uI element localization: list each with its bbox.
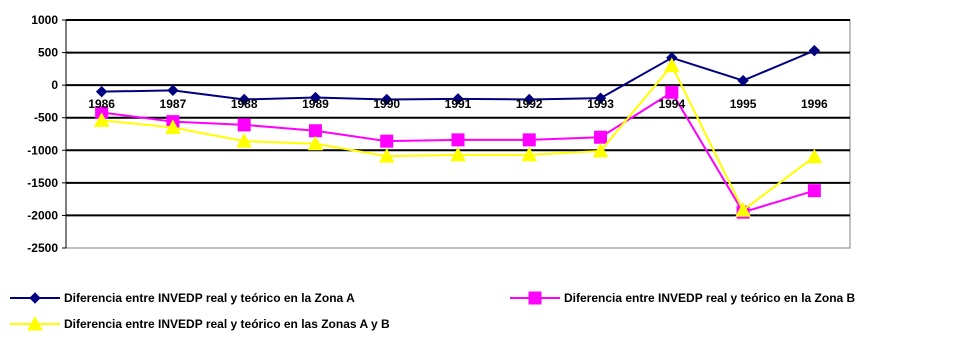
y-tick-label: 1000 bbox=[31, 13, 58, 27]
data-point bbox=[95, 85, 108, 98]
legend-label: Diferencia entre INVEDP real y teórico e… bbox=[64, 291, 355, 305]
data-point bbox=[93, 112, 110, 127]
x-tick-label: 1990 bbox=[373, 97, 400, 111]
data-point bbox=[735, 202, 751, 217]
y-tick-label: 500 bbox=[38, 46, 58, 60]
x-tick-label: 1986 bbox=[88, 97, 115, 111]
legend-item: Diferencia entre INVEDP real y teórico e… bbox=[10, 315, 390, 331]
series bbox=[93, 57, 823, 217]
x-tick-label: 1993 bbox=[587, 97, 614, 111]
data-point bbox=[806, 148, 823, 164]
x-tick-label: 1995 bbox=[730, 97, 757, 111]
x-tick-label: 1987 bbox=[160, 97, 187, 111]
data-point bbox=[521, 146, 538, 162]
data-point bbox=[594, 92, 607, 104]
data-point bbox=[522, 133, 536, 147]
data-point bbox=[380, 134, 394, 148]
data-point bbox=[236, 133, 253, 148]
x-axis-ticks: 1986 1987 1988 1989 1990 1991 1992 1993 1994 1995… bbox=[88, 97, 828, 111]
y-axis-ticks: 1000 500 0 -500 -1000 -1500 -2000 -2500 bbox=[27, 13, 67, 255]
x-tick-label: 1992 bbox=[516, 97, 543, 111]
data-point bbox=[451, 133, 465, 147]
data-point bbox=[594, 130, 608, 144]
data-point bbox=[452, 93, 464, 105]
legend-item: Diferencia entre INVEDP real y teórico e… bbox=[10, 291, 355, 305]
data-point bbox=[807, 184, 821, 198]
data-point bbox=[450, 146, 466, 162]
data-point bbox=[27, 315, 43, 331]
legend-label: Diferencia entre INVEDP real y teórico e… bbox=[64, 317, 390, 331]
data-point bbox=[808, 44, 821, 57]
data-point bbox=[165, 119, 181, 134]
data-point bbox=[167, 84, 179, 97]
data-point bbox=[523, 93, 535, 106]
x-tick-label: 1994 bbox=[658, 97, 685, 111]
data-point bbox=[381, 93, 393, 106]
y-tick-label: -500 bbox=[34, 111, 58, 125]
data-point bbox=[238, 93, 250, 106]
data-point bbox=[237, 118, 251, 132]
y-tick-label: -2000 bbox=[27, 208, 58, 222]
x-tick-label: 1988 bbox=[231, 97, 258, 111]
legend: Diferencia entre INVEDP real y teórico e… bbox=[10, 291, 856, 331]
legend-label: Diferencia entre INVEDP real y teórico e… bbox=[564, 291, 856, 305]
y-tick-label: -1000 bbox=[27, 143, 58, 157]
data-point bbox=[528, 291, 542, 305]
x-tick-label: 1991 bbox=[445, 97, 472, 111]
data-point bbox=[378, 148, 395, 163]
y-tick-label: -1500 bbox=[27, 176, 58, 190]
data-point bbox=[592, 142, 609, 158]
series bbox=[95, 85, 821, 219]
series-layer bbox=[93, 44, 823, 219]
x-tick-label: 1989 bbox=[302, 97, 329, 111]
data-point bbox=[29, 292, 41, 304]
data-point bbox=[663, 57, 680, 73]
series bbox=[95, 44, 821, 106]
data-point bbox=[665, 85, 679, 99]
data-point bbox=[308, 124, 322, 138]
y-tick-label: 0 bbox=[51, 78, 58, 92]
data-point bbox=[309, 91, 322, 104]
data-point bbox=[307, 135, 324, 151]
x-tick-label: 1996 bbox=[801, 97, 828, 111]
legend-item: Diferencia entre INVEDP real y teórico e… bbox=[510, 291, 856, 305]
y-tick-label: -2500 bbox=[27, 241, 58, 255]
data-point bbox=[737, 74, 749, 87]
